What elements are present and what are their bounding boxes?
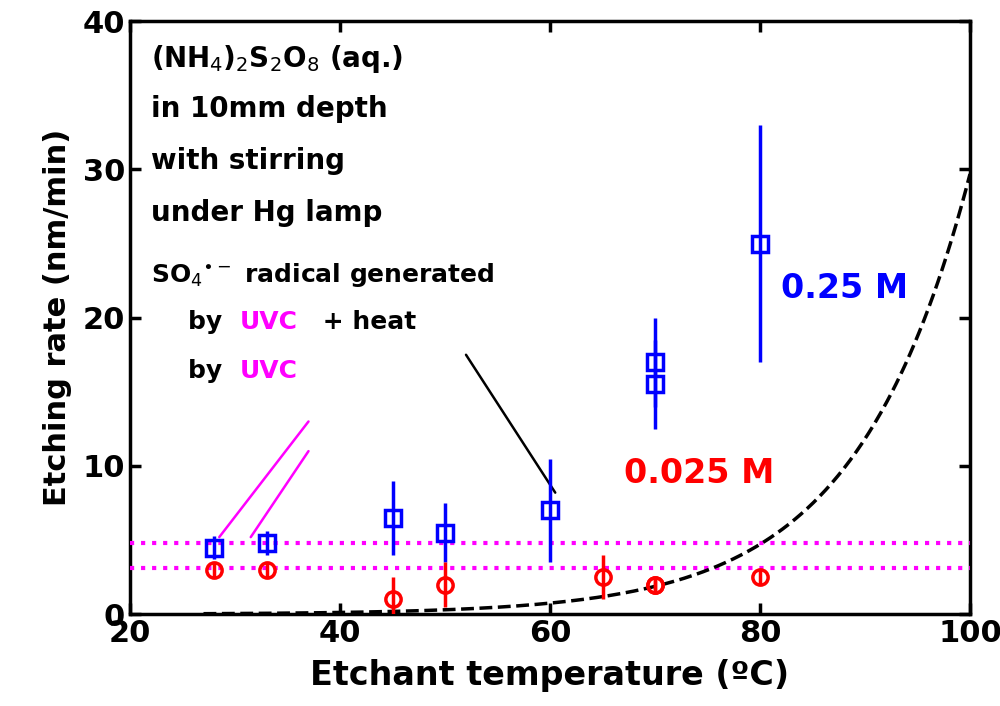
Text: SO$_4$$^{\bullet-}$ radical generated: SO$_4$$^{\bullet-}$ radical generated — [151, 261, 495, 289]
Text: UVC: UVC — [240, 311, 298, 334]
Text: by: by — [188, 359, 231, 383]
Text: with stirring: with stirring — [151, 148, 345, 175]
Text: under Hg lamp: under Hg lamp — [151, 199, 382, 227]
Text: UVC: UVC — [240, 359, 298, 383]
X-axis label: Etchant temperature (ºC): Etchant temperature (ºC) — [310, 659, 790, 692]
Text: in 10mm depth: in 10mm depth — [151, 95, 388, 124]
Text: 0.025 M: 0.025 M — [624, 457, 774, 490]
Text: 0.25 M: 0.25 M — [781, 272, 908, 304]
Text: (NH$_4$)$_2$S$_2$O$_8$ (aq.): (NH$_4$)$_2$S$_2$O$_8$ (aq.) — [151, 43, 403, 76]
Text: + heat: + heat — [314, 311, 416, 334]
Text: by: by — [188, 311, 231, 334]
Y-axis label: Etching rate (nm/min): Etching rate (nm/min) — [43, 129, 72, 506]
